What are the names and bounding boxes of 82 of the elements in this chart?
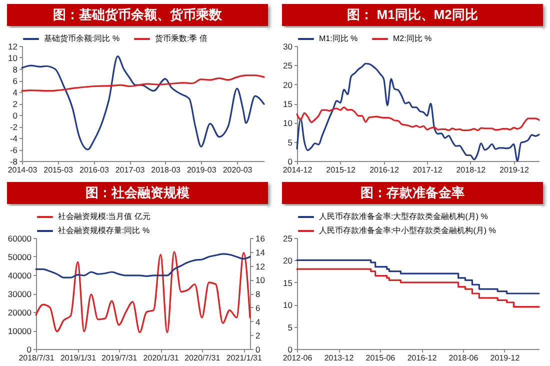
legend-label: 货币乘数:季 倍 (155, 34, 208, 43)
y2-tick-label: 12 (256, 261, 266, 272)
x-tick-label: 2016-12 (370, 166, 400, 174)
y-tick-label: 50000 (8, 252, 32, 262)
y2-tick-label: 0 (256, 344, 260, 354)
y-tick-label: -4 (10, 134, 18, 144)
y2-tick-label: 16 (256, 234, 266, 244)
x-tick-label: 2019/1/31 (60, 354, 97, 362)
x-tick-label: 2016-03 (80, 166, 110, 174)
x-tick-label: 2019-12 (490, 354, 520, 362)
y-tick-label: 5 (288, 322, 293, 332)
legend-label: M2:同比 % (393, 34, 432, 43)
y-tick-label: 0 (288, 156, 293, 166)
x-tick-label: 2014-03 (8, 166, 38, 174)
y-tick-label: 40000 (8, 270, 32, 280)
y2-tick-label: 2 (256, 330, 260, 341)
y-tick-label: -8 (10, 156, 18, 166)
y-tick-label: 2 (12, 99, 18, 109)
x-tick-label: 2019-12 (500, 166, 530, 174)
x-tick-label: 2013-12 (324, 354, 354, 362)
chart-title: 图：存款准备金率 (282, 182, 543, 204)
x-tick-label: 2015-06 (366, 354, 396, 362)
x-tick-label: 2017-03 (115, 166, 146, 174)
y-tick-label: 0 (26, 344, 32, 354)
x-tick-label: 2015-12 (326, 166, 356, 174)
y2-tick-label: 10 (256, 275, 266, 286)
x-tick-label: 2018-03 (151, 166, 182, 174)
x-tick-label: 2017-12 (412, 166, 443, 174)
y2-tick-label: 14 (256, 247, 266, 258)
y-tick-label: 10 (8, 53, 18, 63)
y2-tick-label: 6 (256, 302, 260, 313)
y-tick-label: 30000 (8, 289, 32, 299)
x-tick-label: 2018/7/31 (18, 354, 55, 362)
chart-title: 图：社会融资规模 (7, 182, 268, 204)
y-tick-label: 30 (283, 42, 293, 52)
chart-title: 图： M1同比、M2同比 (282, 4, 543, 26)
y-tick-label: 8 (12, 64, 18, 74)
legend-label: 社会融资规模:当月值 亿元 (58, 212, 150, 221)
line-series (296, 106, 540, 132)
line-series (35, 251, 251, 334)
line-series (21, 74, 265, 92)
y-tick-label: 10 (283, 118, 293, 128)
legend-label: 人民币存款准备金率:中小型存款类金融机构(月) % (319, 226, 496, 235)
y-tick-label: -6 (10, 145, 18, 155)
y-tick-label: 4 (12, 88, 18, 98)
legend-label: 人民币存款准备金率:大型存款类金融机构(月) % (319, 212, 488, 221)
y-tick-label: -2 (10, 122, 18, 132)
x-tick-label: 2012-06 (282, 354, 313, 362)
x-tick-label: 2020/1/31 (143, 354, 180, 362)
y-tick-label: 10 (283, 300, 293, 310)
y-tick-label: 0 (12, 110, 18, 120)
legend-label: M1:同比 % (319, 34, 358, 43)
x-tick-label: 2016-12 (407, 354, 438, 362)
y-tick-label: 0 (288, 344, 293, 354)
y-tick-label: 20 (283, 256, 293, 266)
x-tick-label: 2021/1/31 (226, 354, 262, 362)
x-tick-label: 2018-12 (456, 166, 486, 174)
x-tick-label: 2020-03 (222, 166, 253, 174)
x-tick-label: 2020/7/31 (184, 354, 221, 362)
y-tick-label: 5 (288, 137, 293, 148)
chart-title: 图：基础货币余额、货币乘数 (7, 4, 268, 26)
y-tick-label: 25 (283, 60, 293, 71)
legend-label: 基础货币余额:同比 % (44, 34, 120, 43)
y-tick-label: 20 (283, 80, 293, 90)
x-tick-label: 2015-03 (44, 166, 74, 174)
x-tick-label: 2019-03 (186, 166, 217, 174)
line-series (21, 56, 265, 150)
y2-tick-label: 8 (256, 289, 260, 299)
y-tick-label: 60000 (8, 234, 32, 244)
y-tick-label: 6 (12, 76, 18, 86)
x-tick-label: 2018-06 (448, 354, 479, 362)
x-tick-label: 2014-12 (282, 166, 313, 174)
y2-tick-label: 4 (256, 316, 260, 327)
y-tick-label: 12 (8, 42, 18, 52)
y-tick-label: 20000 (8, 308, 32, 318)
legend-label: 社会融资规模存量:同比 % (58, 226, 150, 235)
y-tick-label: 25 (283, 234, 293, 244)
y-tick-label: 15 (283, 278, 293, 288)
x-tick-label: 2019/7/31 (102, 354, 138, 362)
y-tick-label: 15 (283, 99, 293, 109)
line-series (35, 253, 251, 278)
y-tick-label: 10000 (8, 326, 32, 336)
